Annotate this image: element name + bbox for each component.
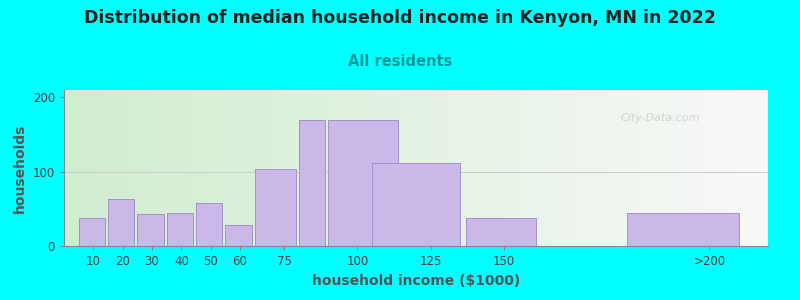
- Bar: [166, 213, 193, 246]
- Bar: [328, 120, 398, 246]
- Bar: [372, 163, 460, 246]
- Text: City-Data.com: City-Data.com: [620, 113, 700, 123]
- Text: All residents: All residents: [348, 54, 452, 69]
- Bar: [196, 203, 222, 246]
- Bar: [138, 214, 164, 246]
- Bar: [226, 225, 252, 246]
- Bar: [627, 213, 738, 246]
- Bar: [466, 218, 536, 246]
- Bar: [78, 218, 105, 246]
- Text: Distribution of median household income in Kenyon, MN in 2022: Distribution of median household income …: [84, 9, 716, 27]
- Bar: [298, 120, 325, 246]
- Bar: [108, 199, 134, 246]
- X-axis label: household income ($1000): household income ($1000): [312, 274, 520, 288]
- Bar: [254, 169, 296, 246]
- Y-axis label: households: households: [13, 123, 27, 213]
